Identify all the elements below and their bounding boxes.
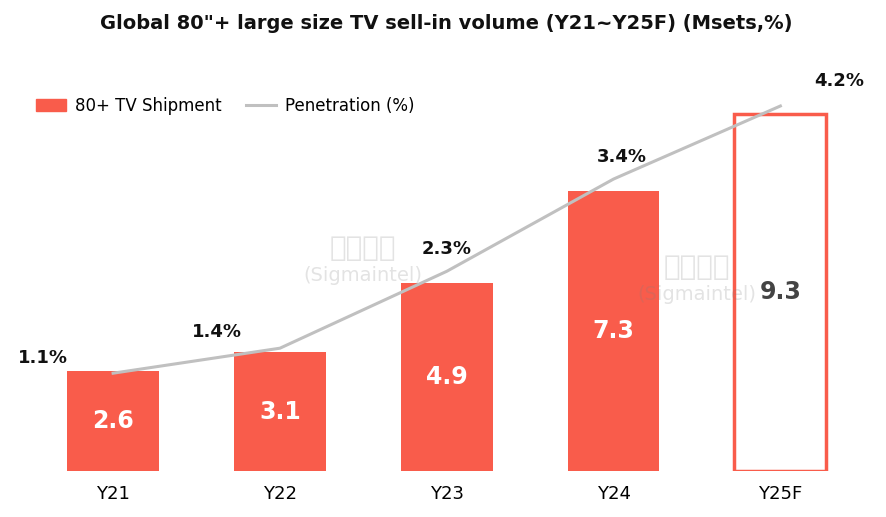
Text: 4.9: 4.9 [426,365,468,389]
Text: 4.2%: 4.2% [813,72,864,90]
Bar [400,283,493,471]
Text: 2.3%: 2.3% [422,240,471,258]
Text: 1.4%: 1.4% [191,323,242,341]
Title: Global 80"+ large size TV sell-in volume (Y21~Y25F) (Msets,%): Global 80"+ large size TV sell-in volume… [100,14,793,33]
Text: (Sigmaintel): (Sigmaintel) [304,266,423,285]
Text: 9.3: 9.3 [759,280,801,305]
Text: 3.4%: 3.4% [597,147,647,165]
Bar [734,114,827,471]
Legend: 80+ TV Shipment, Penetration (%): 80+ TV Shipment, Penetration (%) [30,90,421,122]
Text: 3.1: 3.1 [259,400,301,423]
Text: 群智咋询: 群智咋询 [664,253,730,281]
Bar [234,352,326,471]
Text: 群智咋询: 群智咋询 [330,234,397,262]
Text: 7.3: 7.3 [593,319,634,343]
Text: 2.6: 2.6 [92,409,134,433]
Bar [568,191,659,471]
Bar [67,371,159,471]
Text: (Sigmaintel): (Sigmaintel) [637,285,757,304]
Text: 1.1%: 1.1% [18,349,68,368]
